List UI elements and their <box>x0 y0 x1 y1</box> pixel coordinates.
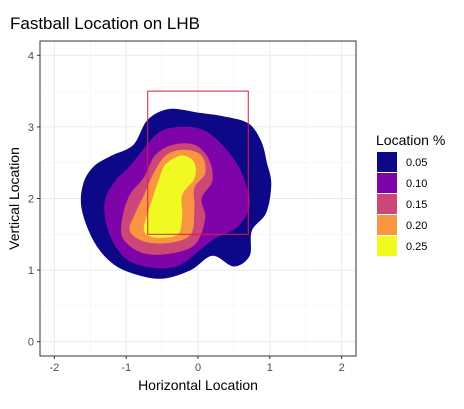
legend: Location % 0.05 0.10 0.15 0.20 0.25 <box>376 132 445 256</box>
legend-swatch <box>377 173 397 193</box>
legend-items: 0.05 0.10 0.15 0.20 0.25 <box>377 152 427 256</box>
x-tick-label: 1 <box>267 362 273 374</box>
x-axis-ticks: -2 -1 0 1 2 <box>49 356 345 374</box>
x-axis-label: Horizontal Location <box>138 377 258 393</box>
strike-zone-box <box>147 90 249 235</box>
legend-label: 0.05 <box>406 157 427 169</box>
legend-label: 0.15 <box>406 199 427 211</box>
y-tick-label: 2 <box>28 194 34 206</box>
y-axis-ticks: 0 1 2 3 4 <box>28 50 40 349</box>
x-tick-label: 0 <box>195 362 201 374</box>
y-tick-label: 0 <box>28 337 34 349</box>
legend-label: 0.20 <box>406 220 427 232</box>
contour-level-0-25 <box>143 155 196 238</box>
chart-title: Fastball Location on LHB <box>10 14 200 33</box>
legend-title: Location % <box>376 132 445 148</box>
y-tick-label: 1 <box>28 265 34 277</box>
density-contours <box>80 108 272 279</box>
x-tick-label: -1 <box>121 362 131 374</box>
y-tick-label: 3 <box>28 122 34 134</box>
legend-swatch <box>377 236 397 256</box>
x-tick-label: 2 <box>339 362 345 374</box>
y-tick-label: 4 <box>28 50 34 62</box>
legend-swatch <box>377 215 397 235</box>
legend-label: 0.25 <box>406 241 427 253</box>
y-axis-label: Vertical Location <box>6 147 22 250</box>
legend-swatch <box>377 194 397 214</box>
legend-swatch <box>377 152 397 172</box>
legend-label: 0.10 <box>406 178 427 190</box>
x-tick-label: -2 <box>49 362 59 374</box>
